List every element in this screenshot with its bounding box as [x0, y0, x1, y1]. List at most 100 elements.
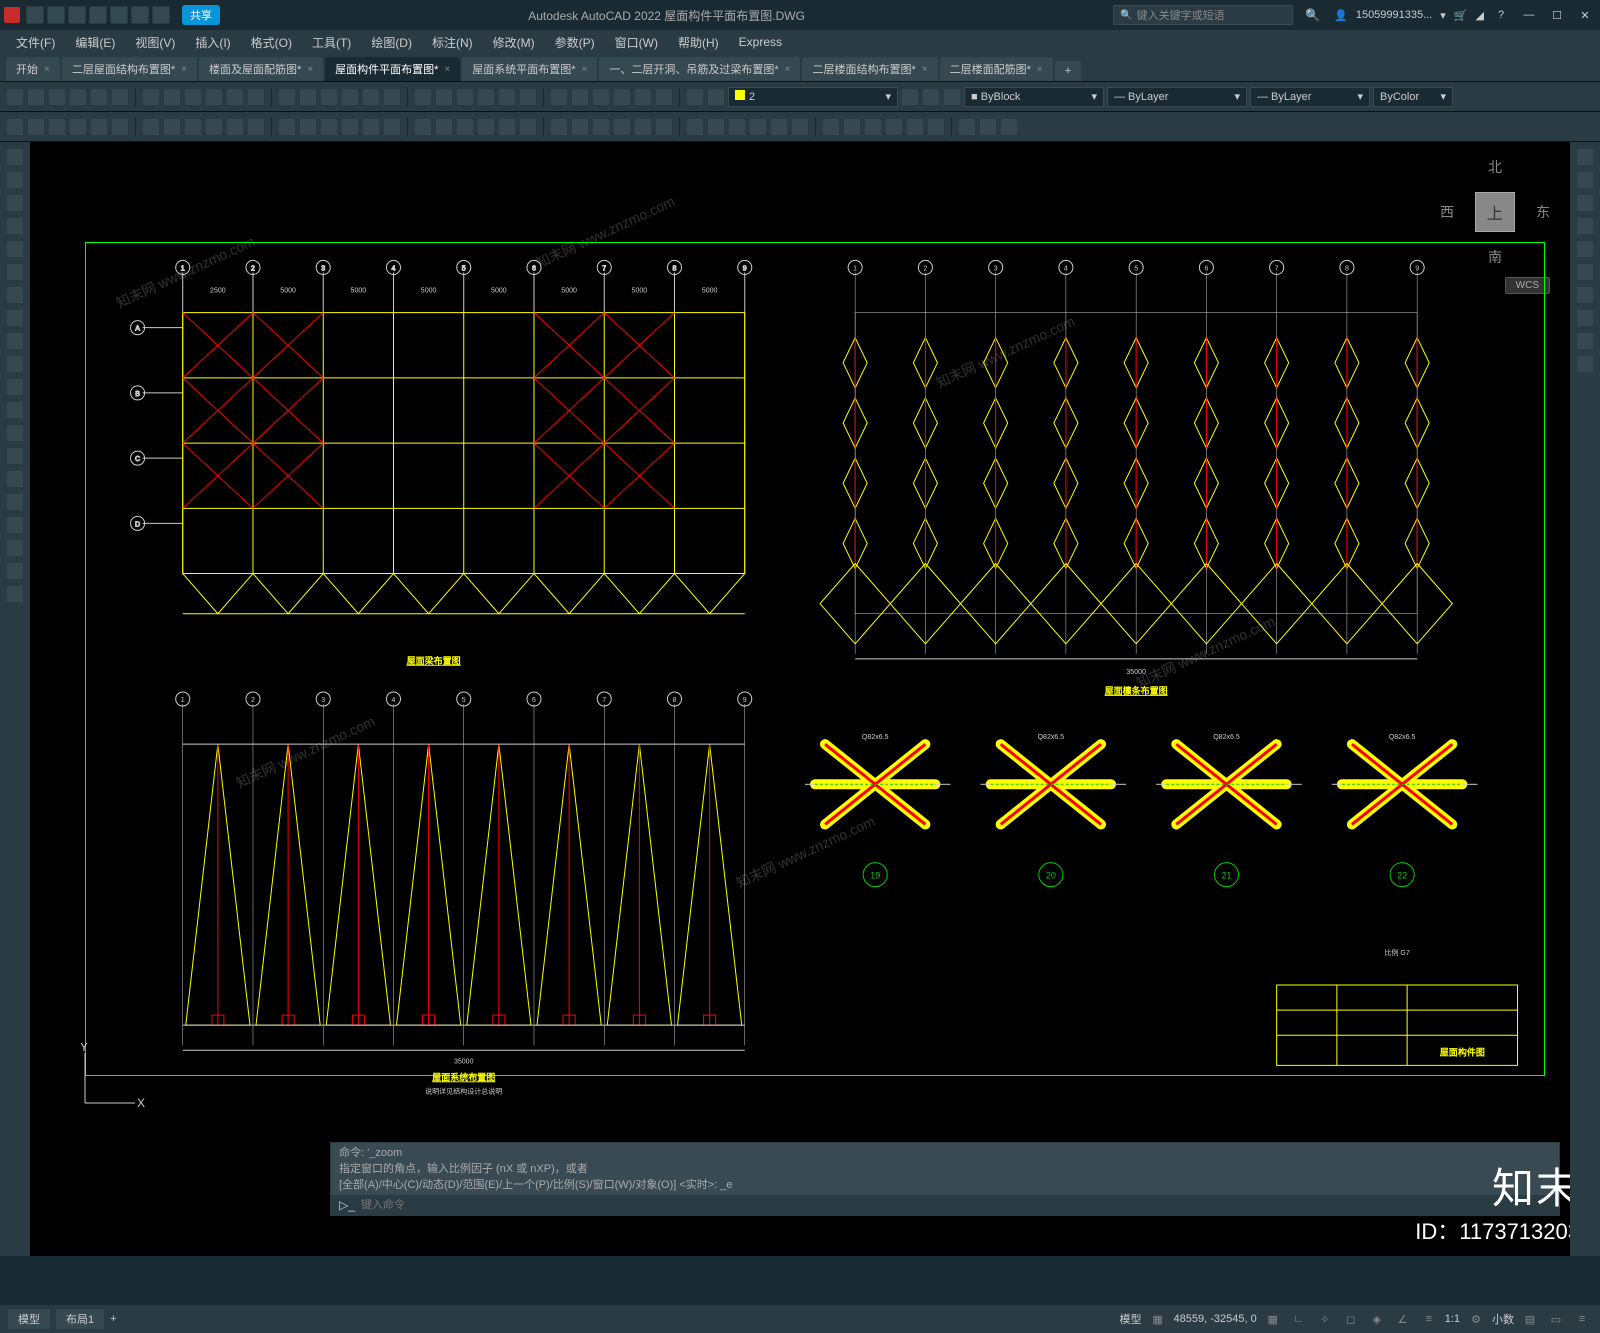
tool-icon[interactable]	[1576, 309, 1594, 327]
tool-icon[interactable]	[6, 263, 24, 281]
toolbar-icon[interactable]	[383, 118, 401, 136]
toolbar-icon[interactable]	[927, 118, 945, 136]
app-logo-icon[interactable]	[4, 7, 20, 23]
toolbar-icon[interactable]	[69, 88, 87, 106]
anno-scale[interactable]: 1:1	[1445, 1313, 1460, 1325]
save-icon[interactable]	[68, 6, 86, 24]
lineweight-icon[interactable]: ≡	[1419, 1309, 1439, 1329]
layer-dropdown[interactable]: — ByLayer▾	[1107, 87, 1247, 107]
toolbar-icon[interactable]	[571, 88, 589, 106]
toolbar-icon[interactable]	[550, 118, 568, 136]
tool-icon[interactable]	[6, 378, 24, 396]
tool-icon[interactable]	[6, 171, 24, 189]
document-tab[interactable]: 二层楼面结构布置图*×	[802, 57, 937, 81]
layer-dropdown[interactable]: — ByLayer▾	[1250, 87, 1370, 107]
toolbar-icon[interactable]	[90, 118, 108, 136]
toolbar-icon[interactable]	[111, 88, 129, 106]
toolbar-icon[interactable]	[247, 88, 265, 106]
tool-icon[interactable]	[1576, 217, 1594, 235]
toolbar-icon[interactable]	[922, 88, 940, 106]
add-layout-icon[interactable]: +	[110, 1313, 116, 1325]
model-viewport[interactable]: 知末网 www.znzmo.com 知末网 www.znzmo.com 知末网 …	[30, 142, 1600, 1256]
command-input[interactable]	[361, 1199, 1551, 1211]
toolbar-icon[interactable]	[770, 118, 788, 136]
tool-icon[interactable]	[6, 194, 24, 212]
menu-item[interactable]: 视图(V)	[127, 32, 183, 53]
saveas-icon[interactable]	[89, 6, 107, 24]
toolbar-icon[interactable]	[456, 88, 474, 106]
toolbar-icon[interactable]	[498, 118, 516, 136]
tool-icon[interactable]	[1576, 148, 1594, 166]
menu-item[interactable]: 文件(F)	[8, 32, 63, 53]
layer-dropdown[interactable]: 2▾	[728, 87, 898, 107]
close-tab-icon[interactable]: ×	[181, 64, 187, 75]
clean-screen-icon[interactable]: ▭	[1546, 1309, 1566, 1329]
toolbar-icon[interactable]	[226, 118, 244, 136]
minimize-button[interactable]: —	[1518, 4, 1540, 26]
toolbar-icon[interactable]	[843, 118, 861, 136]
menu-item[interactable]: 格式(O)	[243, 32, 300, 53]
tool-icon[interactable]	[1576, 194, 1594, 212]
toolbar-icon[interactable]	[226, 88, 244, 106]
toolbar-icon[interactable]	[341, 118, 359, 136]
close-tab-icon[interactable]: ×	[582, 64, 588, 75]
plot-icon[interactable]	[110, 6, 128, 24]
close-tab-icon[interactable]: ×	[307, 64, 313, 75]
toolbar-icon[interactable]	[362, 118, 380, 136]
user-menu[interactable]: 👤 15059991335... ▾ 🛒 ◢	[1334, 9, 1484, 22]
toolbar-icon[interactable]	[613, 88, 631, 106]
tool-icon[interactable]	[6, 562, 24, 580]
close-tab-icon[interactable]: ×	[785, 64, 791, 75]
toolbar-icon[interactable]	[1000, 118, 1018, 136]
toolbar-icon[interactable]	[707, 118, 725, 136]
workspace-icon[interactable]: ▤	[1520, 1309, 1540, 1329]
layout-tab[interactable]: 布局1	[56, 1309, 104, 1329]
toolbar-icon[interactable]	[707, 88, 725, 106]
toolbar-icon[interactable]	[498, 88, 516, 106]
menu-item[interactable]: 标注(N)	[424, 32, 481, 53]
close-tab-icon[interactable]: ×	[922, 64, 928, 75]
document-tab[interactable]: 楼面及屋面配筋图*×	[199, 57, 323, 81]
toolbar-icon[interactable]	[477, 88, 495, 106]
tool-icon[interactable]	[6, 424, 24, 442]
toolbar-icon[interactable]	[477, 118, 495, 136]
toolbar-icon[interactable]	[906, 118, 924, 136]
document-tab[interactable]: 二层楼面配筋图*×	[940, 57, 1053, 81]
toolbar-icon[interactable]	[278, 88, 296, 106]
otrack-icon[interactable]: ∠	[1393, 1309, 1413, 1329]
tool-icon[interactable]	[6, 217, 24, 235]
menu-item[interactable]: 绘图(D)	[363, 32, 420, 53]
document-tab[interactable]: 一、二层开洞、吊筋及过梁布置图*×	[599, 57, 800, 81]
close-button[interactable]: ✕	[1574, 4, 1596, 26]
units-readout[interactable]: 小数	[1492, 1311, 1514, 1327]
toolbar-icon[interactable]	[592, 88, 610, 106]
toolbar-icon[interactable]	[48, 88, 66, 106]
snap-icon[interactable]: ▦	[1263, 1309, 1283, 1329]
toolbar-icon[interactable]	[634, 88, 652, 106]
menu-item[interactable]: 帮助(H)	[670, 32, 727, 53]
close-tab-icon[interactable]: ×	[444, 64, 450, 75]
toolbar-icon[interactable]	[48, 118, 66, 136]
document-tab[interactable]: 屋面系统平面布置图*×	[462, 57, 597, 81]
redo-icon[interactable]	[152, 6, 170, 24]
toolbar-icon[interactable]	[142, 118, 160, 136]
toolbar-icon[interactable]	[958, 118, 976, 136]
tool-icon[interactable]	[1576, 332, 1594, 350]
toolbar-icon[interactable]	[864, 118, 882, 136]
toolbar-icon[interactable]	[901, 88, 919, 106]
toolbar-icon[interactable]	[247, 118, 265, 136]
toolbar-icon[interactable]	[686, 118, 704, 136]
menu-item[interactable]: Express	[731, 33, 790, 51]
menu-item[interactable]: 修改(M)	[485, 32, 543, 53]
toolbar-icon[interactable]	[655, 118, 673, 136]
tool-icon[interactable]	[6, 309, 24, 327]
close-tab-icon[interactable]: ×	[44, 64, 50, 75]
toolbar-icon[interactable]	[142, 88, 160, 106]
toolbar-icon[interactable]	[456, 118, 474, 136]
menu-item[interactable]: 编辑(E)	[67, 32, 123, 53]
toolbar-icon[interactable]	[550, 88, 568, 106]
tool-icon[interactable]	[1576, 286, 1594, 304]
toolbar-icon[interactable]	[299, 88, 317, 106]
toolbar-icon[interactable]	[519, 118, 537, 136]
open-icon[interactable]	[47, 6, 65, 24]
